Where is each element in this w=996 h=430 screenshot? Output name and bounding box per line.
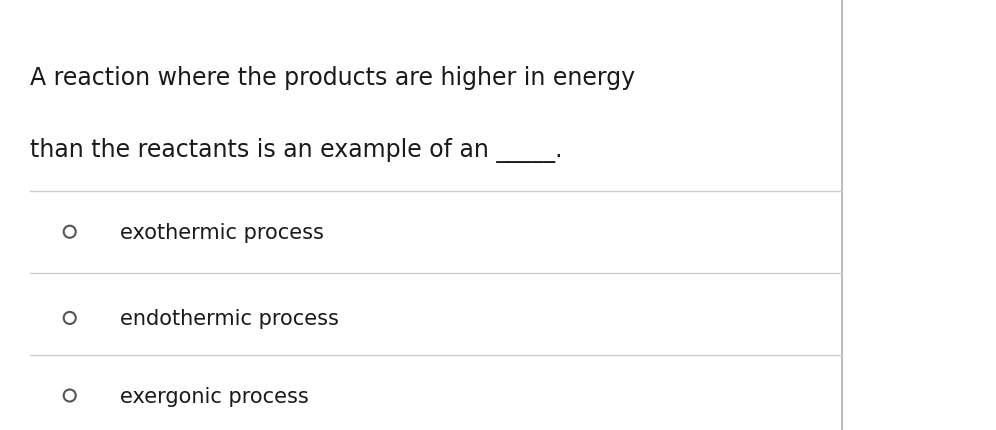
Text: than the reactants is an example of an _____.: than the reactants is an example of an _… bbox=[30, 138, 563, 163]
Text: endothermic process: endothermic process bbox=[120, 308, 339, 328]
Text: A reaction where the products are higher in energy: A reaction where the products are higher… bbox=[30, 65, 635, 89]
Text: exergonic process: exergonic process bbox=[120, 386, 309, 405]
Text: exothermic process: exothermic process bbox=[120, 222, 324, 242]
